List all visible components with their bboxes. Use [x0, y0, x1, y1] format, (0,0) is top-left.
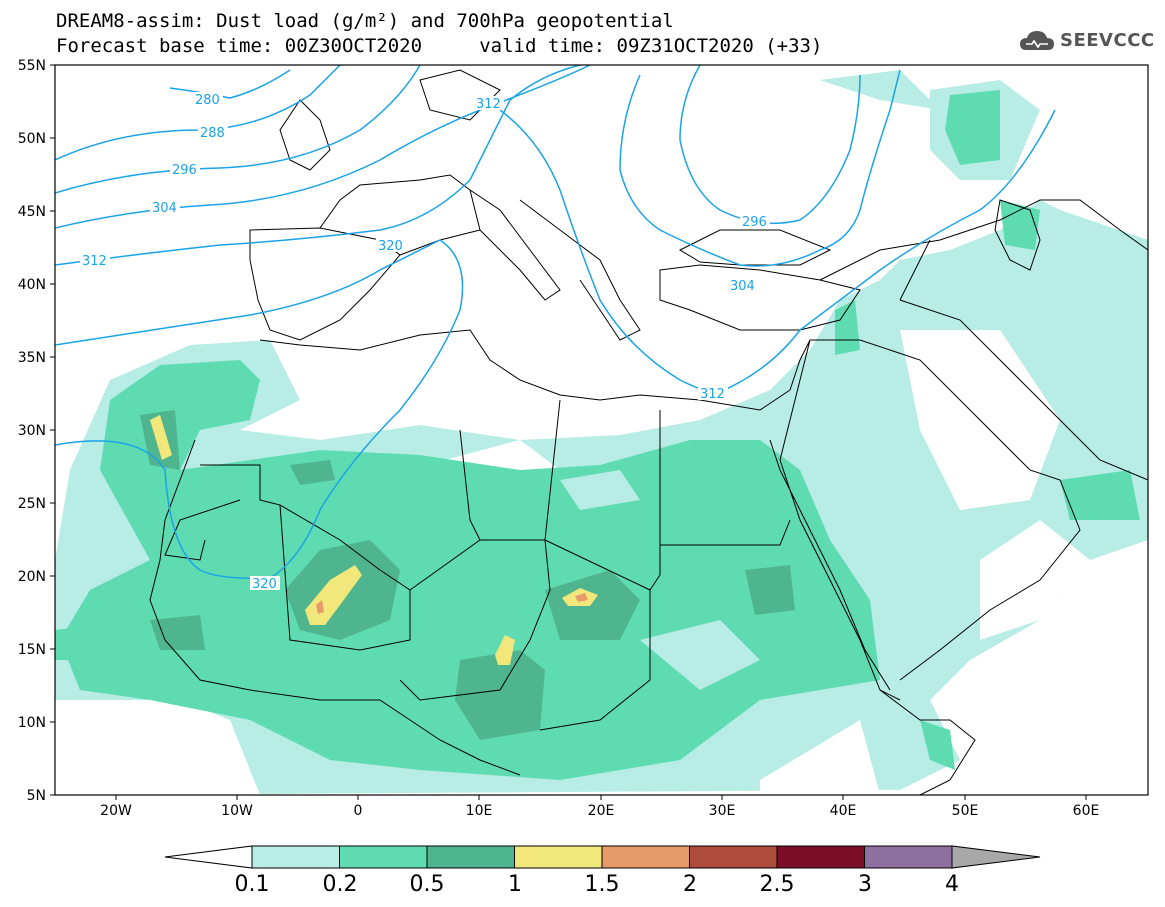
colorbar-low-arrow	[164, 845, 253, 869]
lat-label: 15N	[18, 642, 46, 658]
colorbar-label: 0.1	[234, 872, 270, 897]
dust-area-yellow	[150, 415, 172, 460]
colorbar-cell	[426, 845, 515, 869]
seevccc-cloud-icon	[1020, 31, 1054, 50]
lat-label: 20N	[18, 569, 46, 585]
lat-label: 50N	[18, 131, 46, 147]
colorbar-cell	[251, 845, 340, 869]
lon-label: 50E	[952, 803, 979, 819]
longitude-axis: 20W 10W 0 10E 20E 30E 40E 50E 60E	[100, 795, 1099, 819]
lat-label: 5N	[27, 788, 46, 804]
contour-label: 280	[195, 93, 220, 108]
contour-label: 320	[378, 239, 403, 254]
forecast-time-line: Forecast base time: 00Z30OCT2020 valid t…	[56, 35, 823, 57]
lon-label: 10W	[221, 803, 253, 819]
colorbar-label: 1.5	[584, 872, 620, 897]
contour-label: 320	[252, 577, 277, 592]
contour-label: 304	[152, 201, 177, 216]
colorbar-cell	[864, 845, 953, 869]
colorbar-label: 1	[508, 872, 522, 897]
colorbar-label: 0.2	[322, 872, 358, 897]
country-borders	[149, 69, 1148, 795]
dust-area-medium	[60, 360, 880, 780]
lon-label: 20W	[100, 803, 132, 819]
lat-label: 10N	[18, 715, 46, 731]
colorbar-label: 2	[683, 872, 697, 897]
lat-label: 40N	[18, 277, 46, 293]
colorbar-cell	[689, 845, 778, 869]
colorbar	[164, 845, 1041, 869]
dust-shading	[55, 70, 1148, 795]
colorbar-label: 0.5	[409, 872, 445, 897]
colorbar-cell	[601, 845, 690, 869]
contour-label: 296	[742, 215, 767, 230]
lat-label: 25N	[18, 496, 46, 512]
colorbar-cell	[514, 845, 603, 869]
contour-labels: 280 288 296 304 312 320 312 296 304 312 …	[80, 92, 770, 592]
latitude-axis: 55N 50N 45N 40N 35N 30N 25N 20N 15N 10N …	[18, 58, 55, 804]
lat-label: 30N	[18, 423, 46, 439]
colorbar-high-arrow	[951, 845, 1041, 869]
lon-label: 60E	[1073, 803, 1100, 819]
lon-label: 40E	[830, 803, 857, 819]
lat-label: 45N	[18, 204, 46, 220]
contour-label: 296	[172, 163, 197, 178]
contour-label: 288	[200, 126, 225, 141]
contour-label: 312	[476, 97, 501, 112]
lat-label: 35N	[18, 350, 46, 366]
lon-label: 30E	[709, 803, 736, 819]
lon-label: 0	[354, 803, 363, 819]
lon-label: 10E	[466, 803, 493, 819]
contour-label: 304	[730, 279, 755, 294]
lat-label: 55N	[18, 58, 46, 74]
contour-label: 312	[700, 387, 725, 402]
contour-label: 312	[82, 254, 107, 269]
seevccc-logo-text: SEEVCCC	[1060, 30, 1155, 51]
colorbar-label: 2.5	[759, 872, 795, 897]
colorbar-label: 4	[945, 872, 959, 897]
colorbar-cell	[339, 845, 428, 869]
lon-label: 20E	[588, 803, 615, 819]
colorbar-cell	[776, 845, 865, 869]
colorbar-label: 3	[858, 872, 872, 897]
map-title: DREAM8-assim: Dust load (g/m²) and 700hP…	[56, 10, 674, 32]
